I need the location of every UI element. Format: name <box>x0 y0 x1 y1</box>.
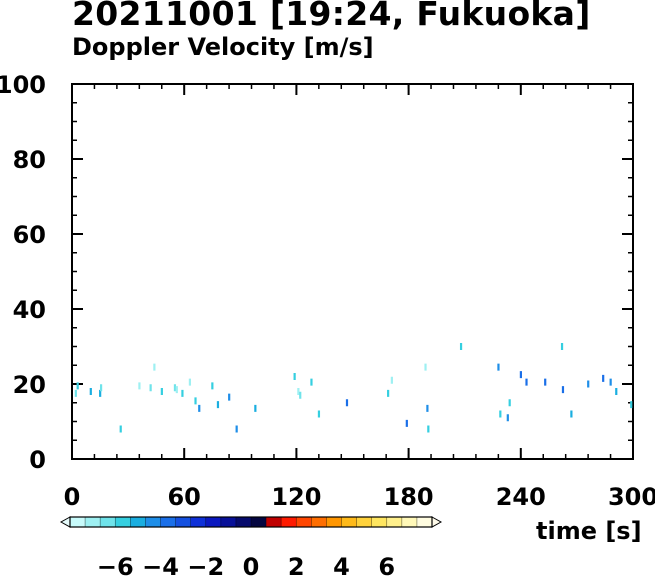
velocity-point <box>297 388 300 395</box>
velocity-point <box>299 391 302 399</box>
colorbar-cell <box>281 517 297 527</box>
velocity-point <box>570 410 573 418</box>
velocity-point <box>602 374 605 382</box>
velocity-point <box>138 382 141 390</box>
colorbar-cell <box>235 517 252 527</box>
colorbar-cell <box>371 517 388 527</box>
colorbar-tick-label: −4 <box>142 553 179 577</box>
y-tick-label: 40 <box>13 296 46 324</box>
velocity-point <box>544 378 547 386</box>
colorbar-tick-label: −2 <box>187 553 224 577</box>
velocity-point <box>89 388 92 395</box>
velocity-point <box>181 389 184 397</box>
colorbar-arrow-left <box>59 516 71 528</box>
colorbar-cell <box>100 517 116 527</box>
velocity-point <box>160 388 163 395</box>
colorbar-cell <box>145 517 161 527</box>
velocity-point <box>499 410 502 418</box>
y-tick-label: 60 <box>13 221 46 249</box>
colorbar-cell <box>296 517 312 527</box>
chart-title: 20211001 [19:24, Fukuoka] <box>72 0 591 33</box>
velocity-point <box>387 389 390 397</box>
x-tick-label: 120 <box>271 483 321 511</box>
colorbar-cell <box>70 517 86 527</box>
colorbar-arrow-right <box>431 516 443 528</box>
velocity-point <box>317 410 321 418</box>
colorbar-cell <box>401 517 418 527</box>
velocity-point <box>506 414 509 422</box>
y-tick-label: 80 <box>13 146 46 174</box>
x-tick-label: 240 <box>496 483 546 511</box>
velocity-point <box>216 401 220 409</box>
velocity-point <box>293 373 296 380</box>
y-tick-label: 0 <box>29 446 46 474</box>
velocity-point <box>561 386 565 394</box>
velocity-point <box>630 401 633 409</box>
velocity-point <box>405 419 408 427</box>
velocity-point <box>459 343 463 350</box>
velocity-point <box>615 388 618 395</box>
velocity-point <box>525 378 528 386</box>
colorbar-cell <box>311 517 327 527</box>
colorbar-cell <box>220 517 237 527</box>
velocity-point <box>76 382 79 390</box>
colorbar-cell <box>326 517 342 527</box>
velocity-point <box>74 389 77 397</box>
velocity-point <box>119 425 122 433</box>
colorbar-cell <box>85 517 101 527</box>
colorbar-tick-label: 4 <box>333 553 350 577</box>
colorbar-cell <box>160 517 176 527</box>
velocity-point <box>254 404 257 412</box>
y-tick-label: 20 <box>13 371 46 399</box>
x-tick-label: 300 <box>608 483 655 511</box>
velocity-point <box>149 384 152 392</box>
x-tick-label: 180 <box>384 483 434 511</box>
velocity-point <box>175 386 178 394</box>
velocity-point <box>345 399 349 407</box>
velocity-point <box>390 376 393 384</box>
colorbar-tick-label: 6 <box>378 553 395 577</box>
y-tick-label: 100 <box>0 71 46 99</box>
x-tick-label: 0 <box>64 483 81 511</box>
colorbar-tick-label: 0 <box>243 553 260 577</box>
colorbar-cell <box>115 517 131 527</box>
velocity-point <box>228 393 231 401</box>
velocity-point <box>560 343 564 350</box>
colorbar-tick-label: 2 <box>288 553 305 577</box>
colorbar-cell <box>251 517 267 527</box>
colorbar-cell <box>175 517 191 527</box>
colorbar-cell <box>386 517 403 527</box>
velocity-point <box>235 425 238 433</box>
velocity-point <box>587 380 590 388</box>
colorbar-cell <box>416 517 433 527</box>
plot-frame <box>71 83 634 460</box>
x-axis-label: time [s] <box>536 517 642 545</box>
velocity-point <box>99 389 102 397</box>
velocity-point <box>211 382 214 390</box>
velocity-point <box>188 378 192 386</box>
colorbar-cell <box>190 517 207 527</box>
velocity-point <box>508 399 511 407</box>
colorbar-tick-label: −6 <box>97 553 134 577</box>
colorbar-cell <box>205 517 222 527</box>
velocity-point <box>426 404 429 412</box>
velocity-point <box>198 404 201 412</box>
velocity-point <box>310 378 313 386</box>
colorbar-cell <box>341 517 357 527</box>
velocity-point <box>153 363 156 371</box>
colorbar-cell <box>130 517 146 527</box>
x-tick-label: 60 <box>167 483 200 511</box>
colorbar-cell <box>356 517 372 527</box>
velocity-point <box>427 425 430 433</box>
velocity-point <box>173 384 177 392</box>
velocity-point <box>194 397 197 405</box>
colorbar-cell <box>266 517 282 527</box>
velocity-point <box>497 363 500 371</box>
velocity-point <box>609 378 612 386</box>
velocity-point <box>99 384 103 392</box>
velocity-point <box>519 371 522 379</box>
velocity-point <box>424 363 427 371</box>
chart-subtitle: Doppler Velocity [m/s] <box>72 33 374 61</box>
